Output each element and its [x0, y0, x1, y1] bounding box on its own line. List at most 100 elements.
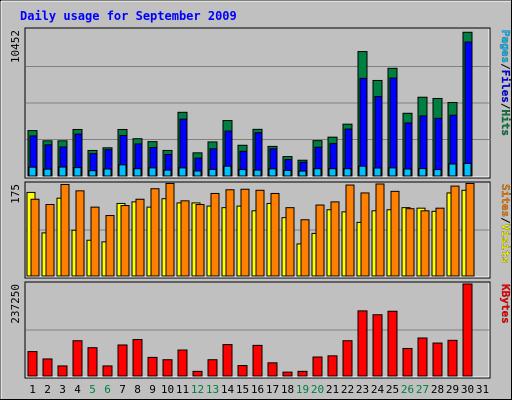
day-label-20: 20 [311, 383, 324, 396]
legend-visits-sites: Sites/Visits [499, 184, 512, 264]
bar-sites-day-12 [195, 204, 205, 277]
bar-kbytes-day-18 [282, 371, 293, 377]
bar-kbytes-day-20 [312, 356, 323, 377]
bar-pages-day-1 [28, 166, 37, 177]
bar-kbytes-day-16 [252, 344, 263, 377]
bar-sites-day-20 [315, 204, 325, 277]
bar-pages-day-11 [178, 167, 187, 177]
bar-sites-day-15 [240, 188, 250, 277]
legend-entry: Visits [499, 224, 512, 264]
day-label-7: 7 [119, 383, 126, 396]
bar-pages-day-15 [238, 169, 247, 177]
bar-kbytes-day-19 [297, 370, 308, 377]
panel-visits-sites: 175 Sites/Visits [9, 181, 512, 279]
legend-entry: / [499, 103, 512, 110]
bar-kbytes-day-6 [102, 365, 113, 377]
day-label-1: 1 [29, 383, 36, 396]
bar-sites-day-24 [375, 183, 385, 277]
bar-kbytes-day-26 [402, 347, 413, 377]
bar-pages-day-13 [208, 168, 217, 177]
bar-kbytes-day-21 [327, 355, 338, 377]
day-label-4: 4 [74, 383, 81, 396]
bar-sites-day-1 [30, 198, 40, 277]
bar-pages-day-7 [118, 164, 127, 177]
day-label-10: 10 [161, 383, 174, 396]
bar-files-day-23 [359, 77, 368, 177]
bar-pages-day-21 [328, 168, 337, 177]
bar-kbytes-day-24 [372, 314, 383, 377]
legend-entry: Hits [499, 110, 512, 137]
bar-pages-day-5 [88, 170, 97, 177]
day-label-23: 23 [356, 383, 369, 396]
bar-kbytes-day-11 [177, 349, 188, 377]
bar-files-day-24 [374, 96, 383, 177]
day-label-29: 29 [446, 383, 459, 396]
day-label-25: 25 [386, 383, 399, 396]
day-label-30: 30 [461, 383, 474, 396]
bar-sites-day-22 [345, 184, 355, 277]
day-label-6: 6 [104, 383, 111, 396]
bar-kbytes-day-17 [267, 362, 278, 377]
legend-entry: Pages [499, 30, 512, 63]
bar-sites-day-3 [60, 184, 70, 277]
y-axis-max-label: 175 [9, 184, 22, 204]
y-axis-max-label: 237250 [9, 284, 22, 324]
bar-pages-day-26 [403, 168, 412, 177]
bar-kbytes-day-1 [27, 351, 38, 377]
bar-sites-day-26 [405, 208, 415, 277]
day-label-26: 26 [401, 383, 414, 396]
bar-kbytes-day-29 [447, 339, 458, 377]
bar-sites-day-16 [255, 189, 265, 277]
day-label-28: 28 [431, 383, 444, 396]
bar-sites-day-14 [225, 189, 235, 277]
bar-sites-day-8 [135, 198, 145, 277]
bar-kbytes-day-27 [417, 337, 428, 377]
bar-pages-day-12 [193, 170, 202, 177]
bar-sites-day-10 [165, 182, 175, 277]
panel-kbytes: 237250 KBytes [9, 281, 512, 379]
legend-entry: Sites [499, 184, 512, 217]
day-label-11: 11 [176, 383, 189, 396]
bar-pages-day-3 [58, 166, 67, 177]
bar-pages-day-27 [418, 168, 427, 177]
bar-pages-day-29 [448, 163, 457, 177]
bar-pages-day-30 [463, 162, 472, 177]
bar-pages-day-18 [283, 169, 292, 177]
bar-sites-day-27 [420, 210, 430, 277]
bar-pages-day-6 [103, 168, 112, 177]
day-label-17: 17 [266, 383, 279, 396]
day-label-24: 24 [371, 383, 385, 396]
legend-kbytes: KBytes [499, 284, 512, 324]
bar-kbytes-day-15 [237, 365, 248, 377]
panel-hits-files-pages: 10452 Pages/Files/Hits [9, 27, 512, 179]
bar-kbytes-day-25 [387, 310, 398, 377]
legend-hits-files-pages: Pages/Files/Hits [499, 30, 512, 136]
bar-files-day-28 [434, 117, 443, 177]
day-label-2: 2 [44, 383, 51, 396]
day-label-18: 18 [281, 383, 294, 396]
bar-kbytes-day-4 [72, 340, 83, 377]
bar-kbytes-day-3 [57, 365, 68, 377]
bar-files-day-30 [464, 41, 473, 177]
day-label-3: 3 [59, 383, 66, 396]
day-label-14: 14 [221, 383, 235, 396]
bar-pages-day-20 [313, 168, 322, 177]
bar-kbytes-day-2 [42, 358, 53, 377]
bar-files-day-26 [404, 122, 413, 177]
bar-sites-day-25 [390, 190, 400, 277]
bar-files-day-25 [389, 77, 398, 177]
x-axis-day-labels: 1 2 3 4 5 6 7 8 9 10 11 12 13 14 15 16 17 18 19 20 21 22 23 24 2… [29, 383, 489, 396]
bar-pages-day-22 [343, 168, 352, 177]
bar-kbytes-day-22 [342, 340, 353, 377]
day-label-13: 13 [206, 383, 219, 396]
day-label-22: 22 [341, 383, 354, 396]
bar-sites-day-11 [180, 200, 190, 277]
bar-pages-day-28 [433, 169, 442, 177]
bar-sites-day-5 [90, 206, 100, 277]
series-kbytes [27, 283, 473, 377]
day-label-31: 31 [476, 383, 489, 396]
legend-entry: KBytes [499, 284, 512, 324]
bar-pages-day-17 [268, 168, 277, 177]
